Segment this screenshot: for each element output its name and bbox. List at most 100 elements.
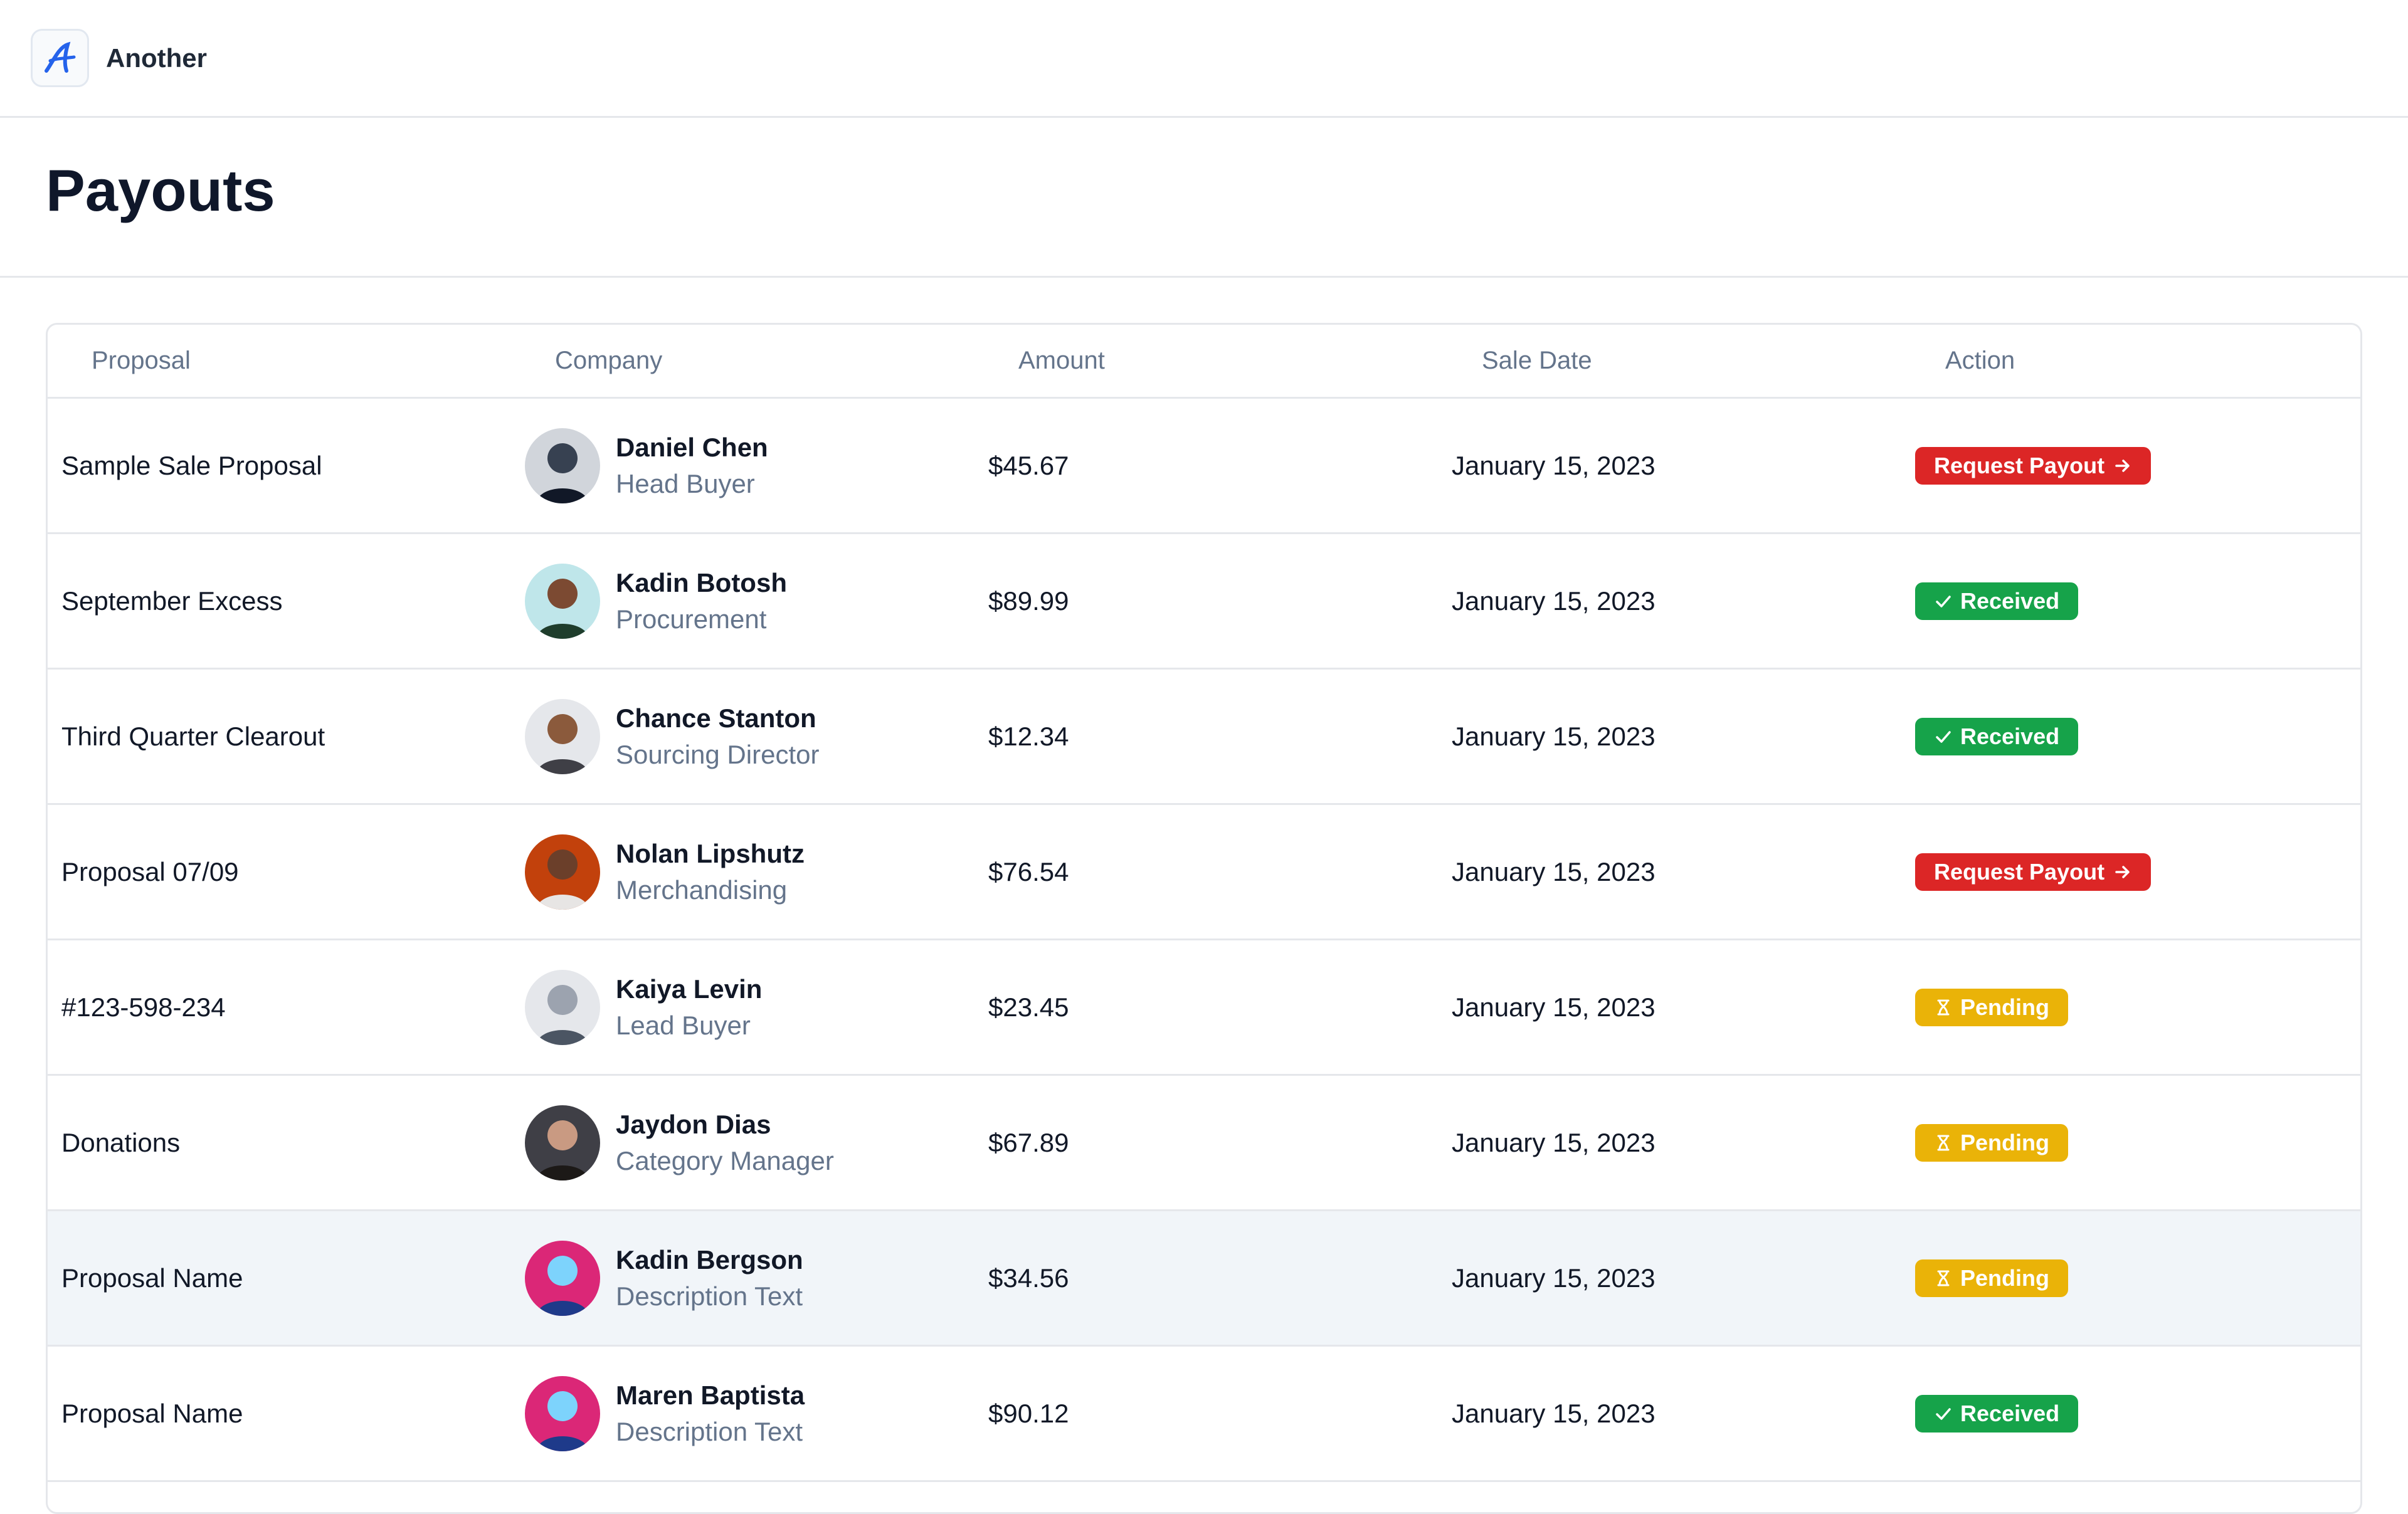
avatar [525, 698, 600, 774]
amount: $34.56 [988, 1263, 1069, 1293]
company-contact: Kadin Bergson Description Text [525, 1211, 803, 1345]
proposal-name: September Excess [61, 586, 283, 616]
proposal-name: Donations [61, 1127, 181, 1157]
avatar [525, 1105, 600, 1180]
proposal-name: Proposal 07/09 [61, 856, 239, 886]
received-status-badge: Received [1915, 582, 2079, 620]
column-header-amount[interactable]: Amount [1018, 347, 1105, 374]
proposal-name: #123-598-234 [61, 992, 226, 1022]
payouts-table: Proposal Company Amount Sale Date Action… [46, 323, 2362, 1514]
contact-name: Chance Stanton [616, 703, 816, 733]
check-icon [1936, 1407, 1951, 1420]
sale-date: January 15, 2023 [1452, 1263, 1656, 1293]
arrow-right-icon [2115, 865, 2130, 878]
sale-date: January 15, 2023 [1452, 856, 1656, 886]
sale-date: January 15, 2023 [1452, 1127, 1656, 1157]
amount: $76.54 [988, 856, 1069, 886]
table-row[interactable]: Sample Sale Proposal Daniel Chen Head Buye… [48, 399, 2360, 534]
proposal-name: Sample Sale Proposal [61, 450, 322, 480]
action-cell: Received [1915, 1347, 2079, 1480]
sale-date: January 15, 2023 [1452, 721, 1656, 751]
contact-name: Maren Baptista [616, 1380, 805, 1410]
amount: $90.12 [988, 1398, 1069, 1428]
contact-role: Procurement [616, 604, 767, 634]
contact-name: Kaiya Levin [616, 974, 763, 1004]
table-body: Sample Sale Proposal Daniel Chen Head Buye… [48, 399, 2360, 1482]
top-bar: Another [0, 0, 2408, 118]
table-row[interactable]: Donations Jaydon Dias Category Manager $67.… [48, 1076, 2360, 1211]
contact-role: Description Text [616, 1416, 803, 1446]
company-contact: Maren Baptista Description Text [525, 1347, 805, 1480]
column-header-action[interactable]: Action [1945, 347, 2015, 374]
avatar [525, 1240, 600, 1316]
avatar [525, 563, 600, 639]
contact-name: Kadin Botosh [616, 567, 787, 597]
sale-date: January 15, 2023 [1452, 586, 1656, 616]
hourglass-icon [1937, 1135, 1950, 1150]
column-header-proposal[interactable]: Proposal [92, 347, 191, 374]
column-header-company[interactable]: Company [555, 347, 663, 374]
action-cell: Request Payout [1915, 399, 2152, 532]
hourglass-icon [1937, 1270, 1950, 1286]
amount: $23.45 [988, 992, 1069, 1022]
proposal-name: Third Quarter Clearout [61, 721, 325, 751]
avatar [525, 1375, 600, 1451]
company-contact: Jaydon Dias Category Manager [525, 1076, 834, 1209]
action-cell: Received [1915, 670, 2079, 803]
app-name: Another [106, 43, 207, 73]
amount: $12.34 [988, 721, 1069, 751]
table-row[interactable]: #123-598-234 Kaiya Levin Lead Buyer $23.45 J… [48, 940, 2360, 1076]
check-icon [1936, 730, 1951, 743]
script-a-logo-icon [44, 41, 75, 73]
company-contact: Daniel Chen Head Buyer [525, 399, 768, 532]
avatar [525, 969, 600, 1045]
amount: $67.89 [988, 1127, 1069, 1157]
pending-status-badge: Pending [1915, 988, 2068, 1026]
contact-role: Head Buyer [616, 468, 755, 498]
contact-role: Category Manager [616, 1145, 834, 1175]
action-cell: Pending [1915, 940, 2068, 1074]
proposal-name: Proposal Name [61, 1398, 243, 1428]
pending-status-badge: Pending [1915, 1259, 2068, 1297]
page-header: Payouts [0, 118, 2408, 278]
request-payout-button[interactable]: Request Payout [1915, 853, 2152, 891]
table-row[interactable]: Proposal Name Kadin Bergson Description Te… [48, 1211, 2360, 1347]
received-status-badge: Received [1915, 1394, 2079, 1433]
avatar [525, 834, 600, 910]
action-cell: Received [1915, 534, 2079, 668]
table-header: Proposal Company Amount Sale Date Action [48, 325, 2360, 399]
company-contact: Kaiya Levin Lead Buyer [525, 940, 762, 1074]
check-icon [1936, 595, 1951, 607]
action-cell: Pending [1915, 1076, 2068, 1209]
sale-date: January 15, 2023 [1452, 450, 1656, 480]
contact-role: Merchandising [616, 875, 788, 905]
app-logo[interactable] [31, 29, 89, 87]
contact-role: Lead Buyer [616, 1010, 751, 1040]
company-contact: Kadin Botosh Procurement [525, 534, 787, 668]
pending-status-badge: Pending [1915, 1123, 2068, 1162]
received-status-badge: Received [1915, 717, 2079, 755]
sale-date: January 15, 2023 [1452, 1398, 1656, 1428]
contact-name: Kadin Bergson [616, 1244, 803, 1275]
request-payout-button[interactable]: Request Payout [1915, 446, 2152, 485]
amount: $45.67 [988, 450, 1069, 480]
contact-role: Description Text [616, 1281, 803, 1311]
column-header-sale-date[interactable]: Sale Date [1482, 347, 1592, 374]
contact-role: Sourcing Director [616, 739, 820, 769]
company-contact: Nolan Lipshutz Merchandising [525, 805, 805, 938]
table-row[interactable]: September Excess Kadin Botosh Procurement $… [48, 534, 2360, 670]
contact-name: Daniel Chen [616, 432, 768, 462]
proposal-name: Proposal Name [61, 1263, 243, 1293]
action-cell: Pending [1915, 1211, 2068, 1345]
page-title: Payouts [46, 157, 275, 223]
hourglass-icon [1937, 999, 1950, 1015]
sale-date: January 15, 2023 [1452, 992, 1656, 1022]
action-cell: Request Payout [1915, 805, 2152, 938]
amount: $89.99 [988, 586, 1069, 616]
table-row[interactable]: Proposal 07/09 Nolan Lipshutz Merchandisin… [48, 805, 2360, 940]
table-row[interactable]: Proposal Name Maren Baptista Description T… [48, 1347, 2360, 1482]
table-row[interactable]: Third Quarter Clearout Chance Stanton Sour… [48, 670, 2360, 805]
arrow-right-icon [2115, 459, 2130, 472]
company-contact: Chance Stanton Sourcing Director [525, 670, 819, 803]
avatar [525, 428, 600, 503]
